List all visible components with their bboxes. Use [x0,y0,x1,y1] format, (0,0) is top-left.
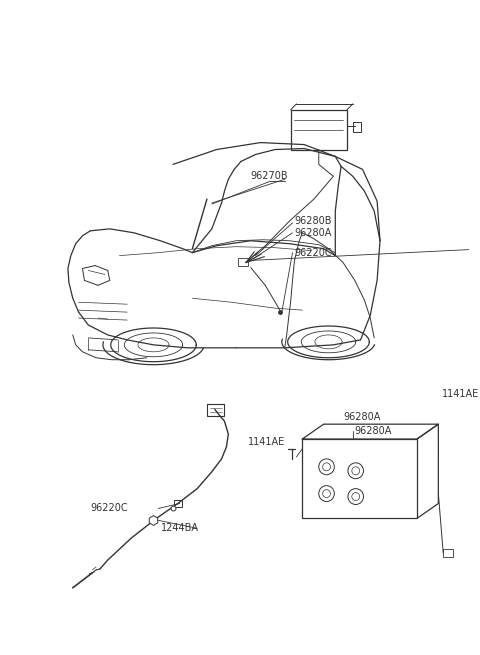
Bar [238,257,248,265]
Text: 96220C: 96220C [90,504,128,514]
Bar [290,110,347,149]
Text: 1141AE: 1141AE [248,437,285,447]
Circle shape [352,467,360,475]
Text: 1244BA: 1244BA [161,523,199,533]
Circle shape [319,459,335,475]
Bar [207,404,225,416]
Text: 96280A: 96280A [294,228,332,238]
Bar [174,500,181,508]
Bar [353,122,360,132]
Text: 96270B: 96270B [251,172,288,181]
Text: 96280A: 96280A [355,426,392,436]
Bar [443,549,453,557]
Circle shape [319,485,335,502]
Bar [302,439,417,518]
Circle shape [348,463,363,479]
Text: 96280B: 96280B [294,216,332,226]
Circle shape [352,493,360,500]
Text: 96220C: 96220C [294,248,332,257]
Circle shape [323,490,330,498]
Circle shape [323,463,330,471]
Text: 96280A: 96280A [343,412,381,422]
Text: 1141AE: 1141AE [442,390,479,400]
Circle shape [348,489,363,504]
